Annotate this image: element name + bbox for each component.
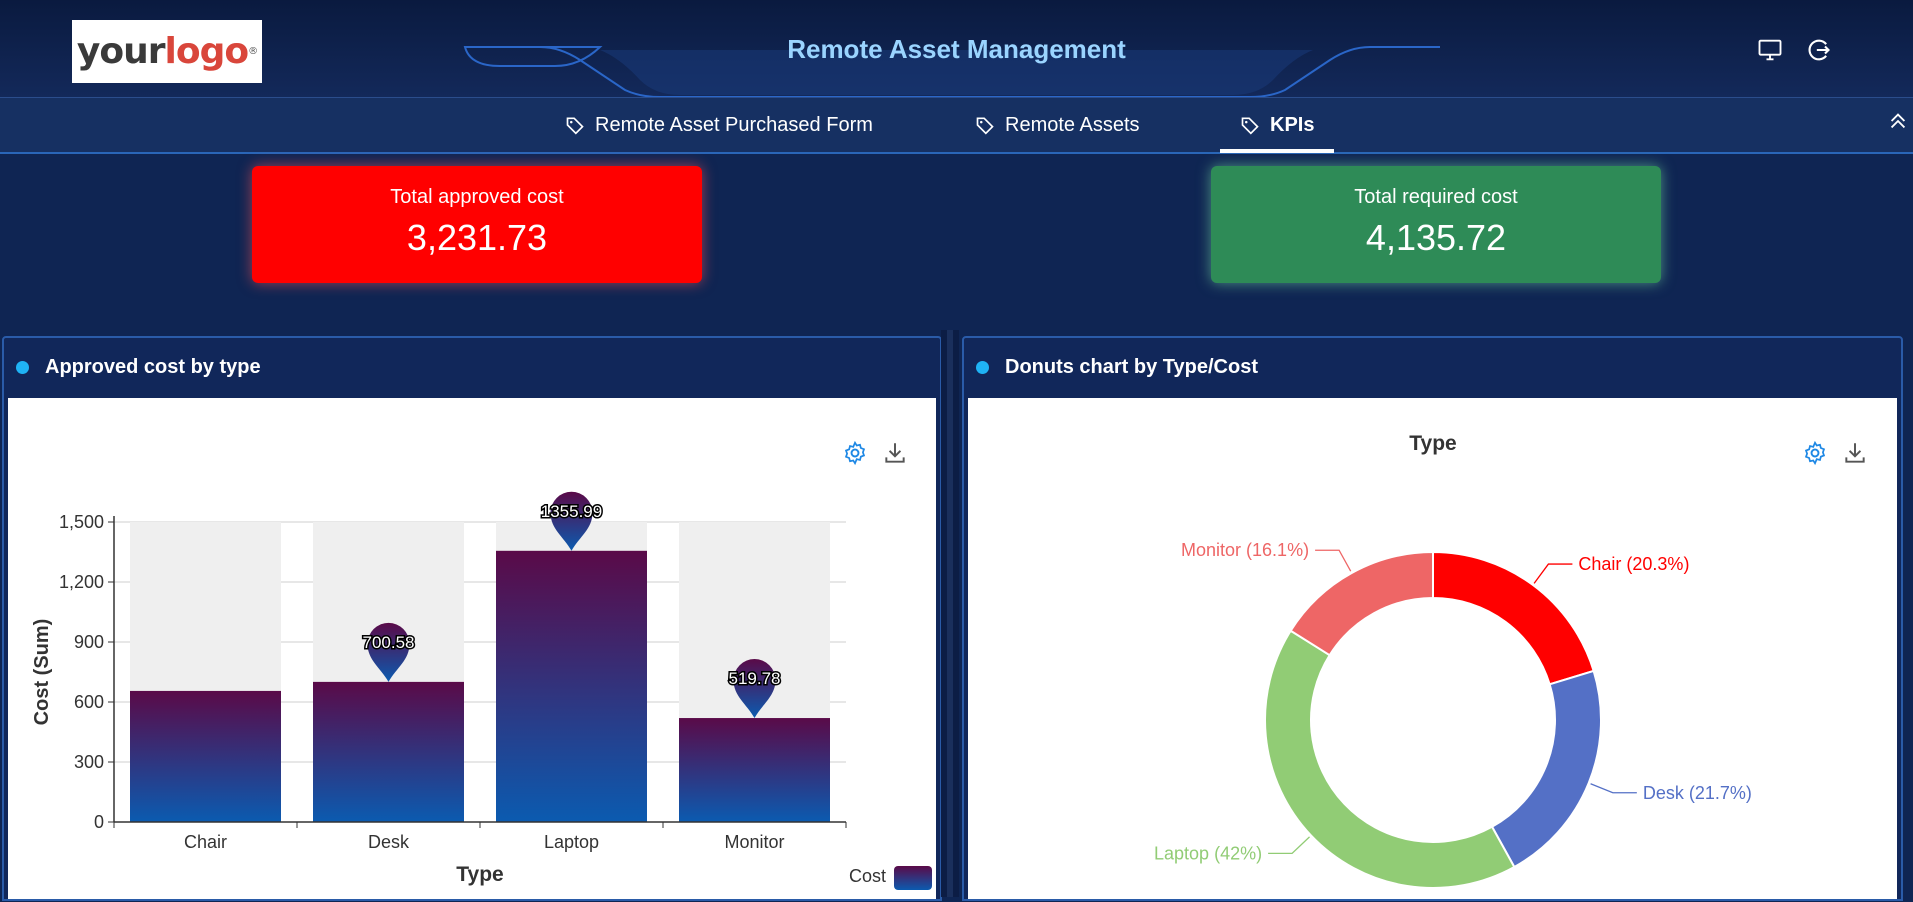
- data-label: 700.58: [363, 633, 415, 652]
- slice-label: Monitor (16.1%): [1181, 540, 1309, 560]
- data-label: 1355.99: [541, 502, 602, 521]
- bar: [496, 550, 647, 822]
- y-tick-label: 1,500: [59, 512, 104, 532]
- y-tick-label: 300: [74, 752, 104, 772]
- slice-label: Laptop (42%): [1154, 843, 1262, 863]
- kpi-value: 4,135.72: [1365, 217, 1507, 258]
- y-tick-label: 600: [74, 692, 104, 712]
- chart-title: Type: [1409, 432, 1456, 455]
- x-tick-label: Desk: [368, 832, 410, 852]
- donut-chart-panel: Donuts chart by Type/Cost Type Chair (20…: [962, 336, 1903, 901]
- bar-chart-panel: Approved cost by type 0 300 600 900 1,200 1,5…: [2, 336, 942, 901]
- x-tick-label: Monitor: [724, 832, 784, 852]
- donut-chart: Type Chair (20.3%) Desk (21.7%) Laptop (42…: [1154, 432, 1752, 889]
- panel-dot-icon: [976, 360, 989, 374]
- bar: [313, 681, 464, 822]
- y-tick-label: 0: [94, 812, 104, 832]
- tab-remote-asset-purchased-form[interactable]: Remote Asset Purchased Form: [565, 98, 873, 152]
- tag-icon: [1241, 117, 1259, 135]
- monitor-icon[interactable]: [1756, 36, 1784, 64]
- download-icon[interactable]: [1842, 440, 1868, 466]
- tab-bar: Remote Asset Purchased Form Remote Asset…: [0, 97, 1913, 154]
- tab-label: KPIs: [1270, 113, 1315, 136]
- pin-shape: [367, 622, 410, 682]
- logo-registered-mark: ®: [248, 46, 258, 57]
- header-decoration: [463, 46, 1440, 97]
- panel-title: Donuts chart by Type/Cost: [1005, 355, 1258, 378]
- pin-shape: [550, 491, 593, 551]
- panel-title: Approved cost by type: [45, 355, 261, 378]
- panel-splitter[interactable]: [941, 330, 959, 897]
- legend-swatch: [894, 866, 932, 890]
- logo: your logo ®: [72, 20, 262, 83]
- tab-label: Remote Assets: [1005, 113, 1140, 136]
- tab-kpis[interactable]: KPIs: [1219, 98, 1336, 153]
- value-pin: 1355.99: [539, 491, 604, 551]
- gear-icon[interactable]: [842, 440, 868, 466]
- kpi-card-required: Total required cost 4,135.72: [1211, 166, 1661, 283]
- x-tick-label: Chair: [184, 832, 227, 852]
- y-tick-label: 1,200: [59, 572, 104, 592]
- panel-body: 0 300 600 900 1,200 1,500 Chair Desk Laptop Monit…: [8, 398, 936, 899]
- kpi-value: 3,231.73: [406, 217, 548, 258]
- app-header: your logo ® Remote Asset Management: [0, 0, 1913, 97]
- kpi-card-approved: Total approved cost 3,231.73: [252, 166, 702, 283]
- logo-text-your: your: [76, 31, 166, 72]
- kpi-label: Total approved cost: [390, 186, 564, 208]
- pin-shape: [733, 659, 776, 719]
- donut-slice: [1289, 550, 1434, 657]
- label-leader-line: [1268, 836, 1310, 855]
- tag-icon: [976, 117, 994, 135]
- value-pin: 519.78: [727, 659, 782, 719]
- donut-slice: [1264, 629, 1516, 889]
- bar: [679, 718, 830, 822]
- gear-icon[interactable]: [1802, 440, 1828, 466]
- x-axis-label: Type: [456, 863, 503, 886]
- logout-icon[interactable]: [1804, 36, 1832, 64]
- x-tick-label: Laptop: [544, 832, 599, 852]
- label-leader-line: [1315, 549, 1352, 572]
- slice-label: Chair (20.3%): [1578, 554, 1689, 574]
- data-label: 519.78: [729, 669, 781, 688]
- panel-dot-icon: [16, 360, 29, 374]
- tab-remote-assets[interactable]: Remote Assets: [975, 98, 1140, 152]
- bar-chart: 0 300 600 900 1,200 1,500 Chair Desk Laptop Monit…: [31, 491, 932, 890]
- bar: [130, 690, 281, 822]
- logo-text-logo: logo: [164, 31, 250, 72]
- collapse-chevron-icon[interactable]: [1887, 110, 1909, 132]
- tab-label: Remote Asset Purchased Form: [595, 113, 873, 136]
- y-axis-label: Cost (Sum): [31, 619, 53, 726]
- donut-slice: [1490, 669, 1602, 869]
- panel-header: Donuts chart by Type/Cost: [964, 338, 1901, 396]
- label-leader-line: [1590, 783, 1637, 794]
- slice-label: Desk (21.7%): [1643, 783, 1752, 803]
- tag-icon: [566, 117, 584, 135]
- kpi-label: Total required cost: [1354, 186, 1518, 208]
- panel-body: Type Chair (20.3%) Desk (21.7%) Laptop (42…: [968, 398, 1897, 899]
- download-icon[interactable]: [882, 440, 908, 466]
- donut-slice: [1432, 550, 1595, 686]
- app-title: Remote Asset Management: [787, 34, 1126, 64]
- panel-header: Approved cost by type: [4, 338, 940, 396]
- label-leader-line: [1533, 563, 1573, 584]
- legend-label: Cost: [849, 866, 886, 886]
- value-pin: 700.58: [361, 622, 416, 682]
- y-tick-label: 900: [74, 632, 104, 652]
